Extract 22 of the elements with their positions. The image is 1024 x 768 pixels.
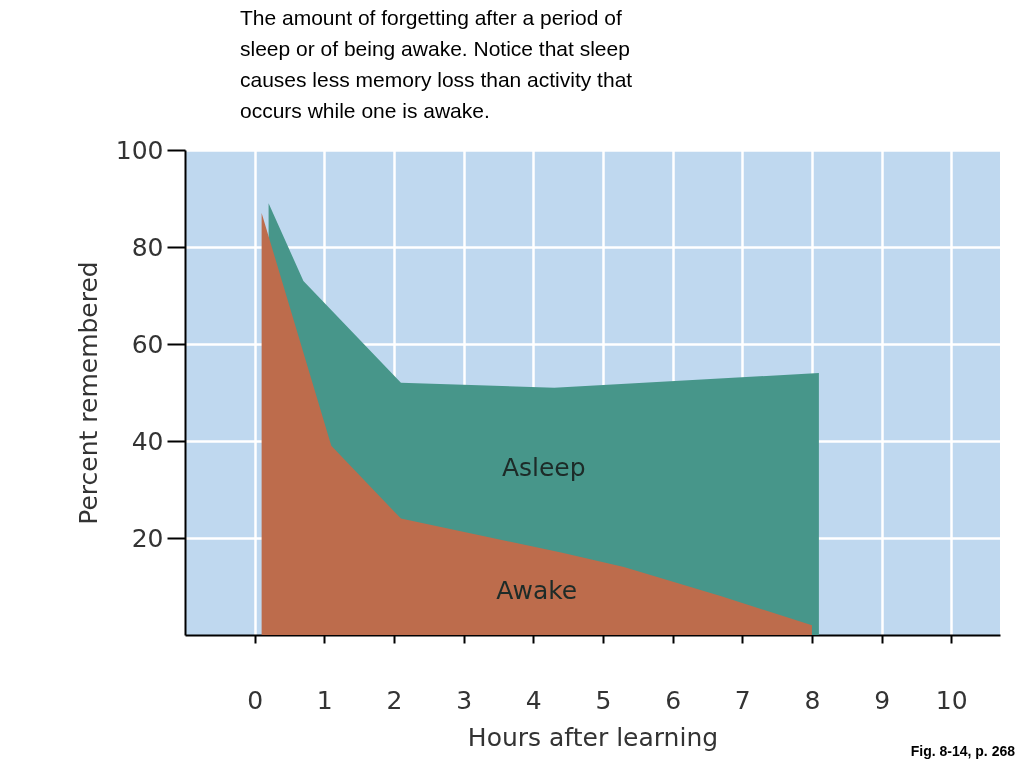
- x-tick-label: 1: [316, 685, 333, 715]
- x-tick-label: 7: [734, 685, 751, 715]
- chart-title: The amount of forgetting after a period of sleep or of being awake. Notice that sleep causes less memory loss than activity that occurs while one is awake.: [240, 6, 633, 122]
- x-tick-label: 9: [874, 685, 891, 715]
- y-tick-label: 60: [131, 329, 164, 359]
- x-axis-title: Hours after learning: [467, 722, 719, 752]
- y-tick-label: 20: [131, 523, 164, 553]
- x-tick-label: 2: [386, 685, 403, 715]
- y-axis-title: Percent remembered: [73, 261, 103, 525]
- x-tick-label: 8: [804, 685, 821, 715]
- y-tick-label: 40: [131, 426, 164, 456]
- x-tick-label: 10: [935, 685, 968, 715]
- x-tick-label: 6: [665, 685, 682, 715]
- series-label: Awake: [496, 576, 578, 606]
- y-tick-label: 80: [131, 232, 164, 262]
- x-tick-label: 3: [456, 685, 473, 715]
- y-tick-label: 100: [115, 135, 164, 165]
- x-tick-label: 0: [247, 685, 264, 715]
- x-tick-label: 4: [525, 685, 542, 715]
- series-label: Asleep: [501, 453, 586, 483]
- caption: Fig. 8-14, p. 268: [910, 743, 1016, 759]
- x-tick-label: 5: [595, 685, 612, 715]
